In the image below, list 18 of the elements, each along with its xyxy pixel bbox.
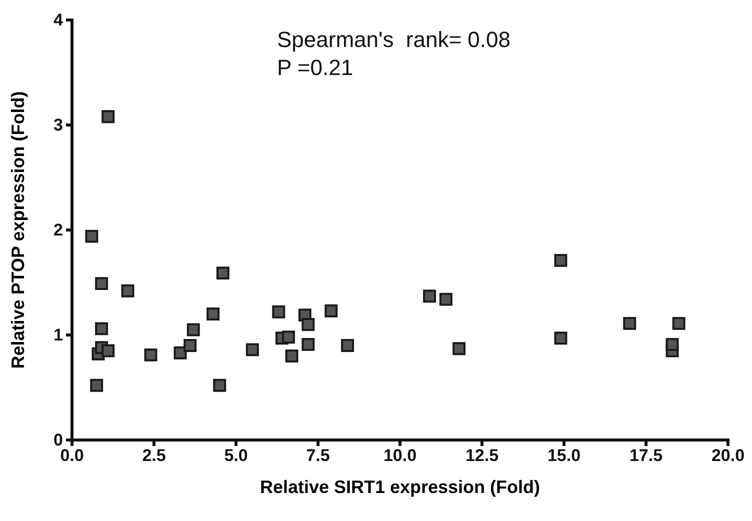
x-tick-label: 2.5	[142, 446, 166, 466]
y-tick-label: 3	[54, 115, 63, 134]
y-tick-label: 4	[54, 10, 64, 30]
y-tick-label: 1	[54, 325, 63, 344]
y-tick-label: 0	[54, 430, 63, 450]
annotation: Spearman's rank= 0.08	[277, 27, 511, 52]
x-tick-label: 12.5	[465, 446, 499, 466]
x-tick-label: 17.5	[629, 446, 663, 466]
x-tick-label: 20.0	[711, 446, 745, 466]
x-tick-label: 7.5	[306, 446, 330, 466]
x-tick-label: 15.0	[547, 446, 581, 466]
annotation: P =0.21	[277, 55, 354, 80]
x-tick-label: 0.0	[60, 446, 84, 466]
y-tick-label: 2	[54, 220, 63, 240]
x-axis-title: Relative SIRT1 expression (Fold)	[260, 477, 540, 497]
x-tick-label: 5.0	[224, 446, 248, 466]
x-tick-label: 10.0	[383, 446, 417, 466]
y-axis-title: Relative PTOP expression (Fold)	[8, 91, 28, 369]
